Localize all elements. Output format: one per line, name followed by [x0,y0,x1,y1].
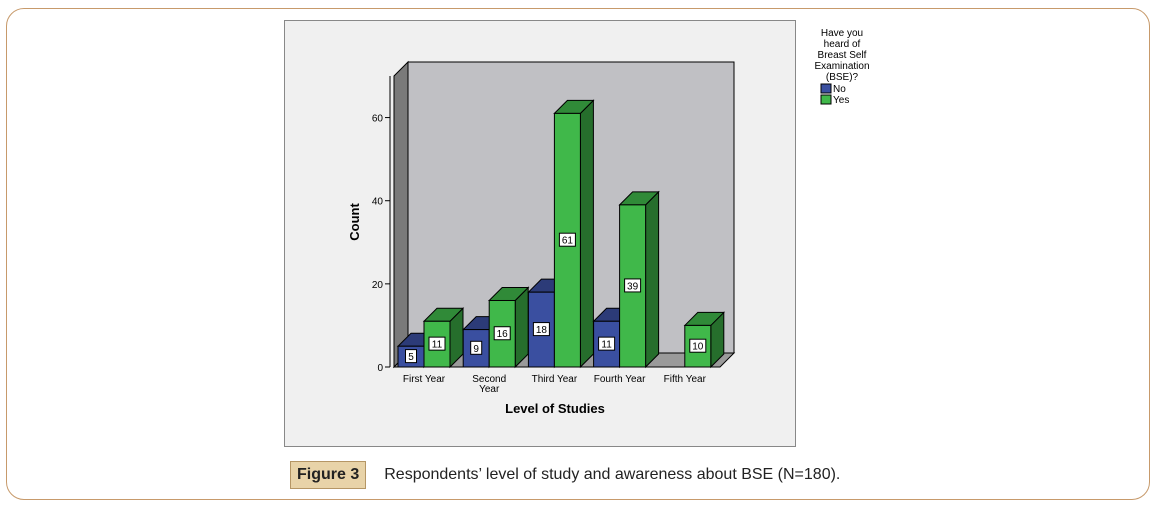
figure-frame [6,8,1150,500]
legend-title: Breast Self [818,50,867,61]
x-tick-label: Third Year [532,374,578,385]
chart-axes: 0 20 40 60 [372,76,391,374]
legend-title: (BSE)? [826,72,859,83]
y-tick-label: 0 [377,363,383,374]
figure-caption: Figure 3 Respondents’ level of study and… [290,460,840,490]
bar-side [514,286,529,369]
y-tick-label: 60 [372,114,384,125]
x-axis-label: Level of Studies [505,401,605,416]
y-tick-label: 40 [372,197,384,208]
data-label: 9 [473,344,479,355]
legend-label-yes: Yes [833,95,849,106]
x-tick-label: Second [472,374,506,385]
legend-title: Have you [821,28,863,39]
data-label-box [689,338,707,353]
legend-title: Examination [814,61,869,72]
data-label-box [558,232,576,247]
y-tick-label: 20 [372,280,384,291]
x-tick-label: Fourth Year [594,374,646,385]
data-label: 18 [536,325,548,336]
bar-side [645,190,660,369]
data-label: 11 [601,340,612,351]
caption-text: Respondents’ level of study and awarenes… [384,466,841,483]
x-tick-label: Fifth Year [664,374,707,385]
data-label-box [470,340,483,355]
y-axis-label: Count [347,203,362,241]
data-label-box [428,336,446,351]
chart-bars [396,99,726,369]
side-wall [393,60,409,369]
x-tick-label: First Year [403,374,446,385]
data-label: 11 [432,340,443,351]
x-tick-label: Year [479,384,500,395]
data-label-box [624,278,642,293]
bar-side [579,99,594,369]
data-label-box [532,322,550,337]
data-label-box [598,336,616,351]
data-label-box [493,326,511,341]
legend-title: heard of [824,39,861,50]
legend-label-no: No [833,84,846,95]
data-label: 61 [562,236,574,247]
legend-swatch-yes [820,94,832,105]
data-label: 16 [497,329,509,340]
legend-swatch-no [820,83,832,94]
data-label: 10 [692,342,704,353]
data-label: 5 [408,352,414,363]
data-label-box [405,349,417,364]
figure-label: Figure 3 [290,461,367,489]
data-label: 39 [627,281,639,292]
